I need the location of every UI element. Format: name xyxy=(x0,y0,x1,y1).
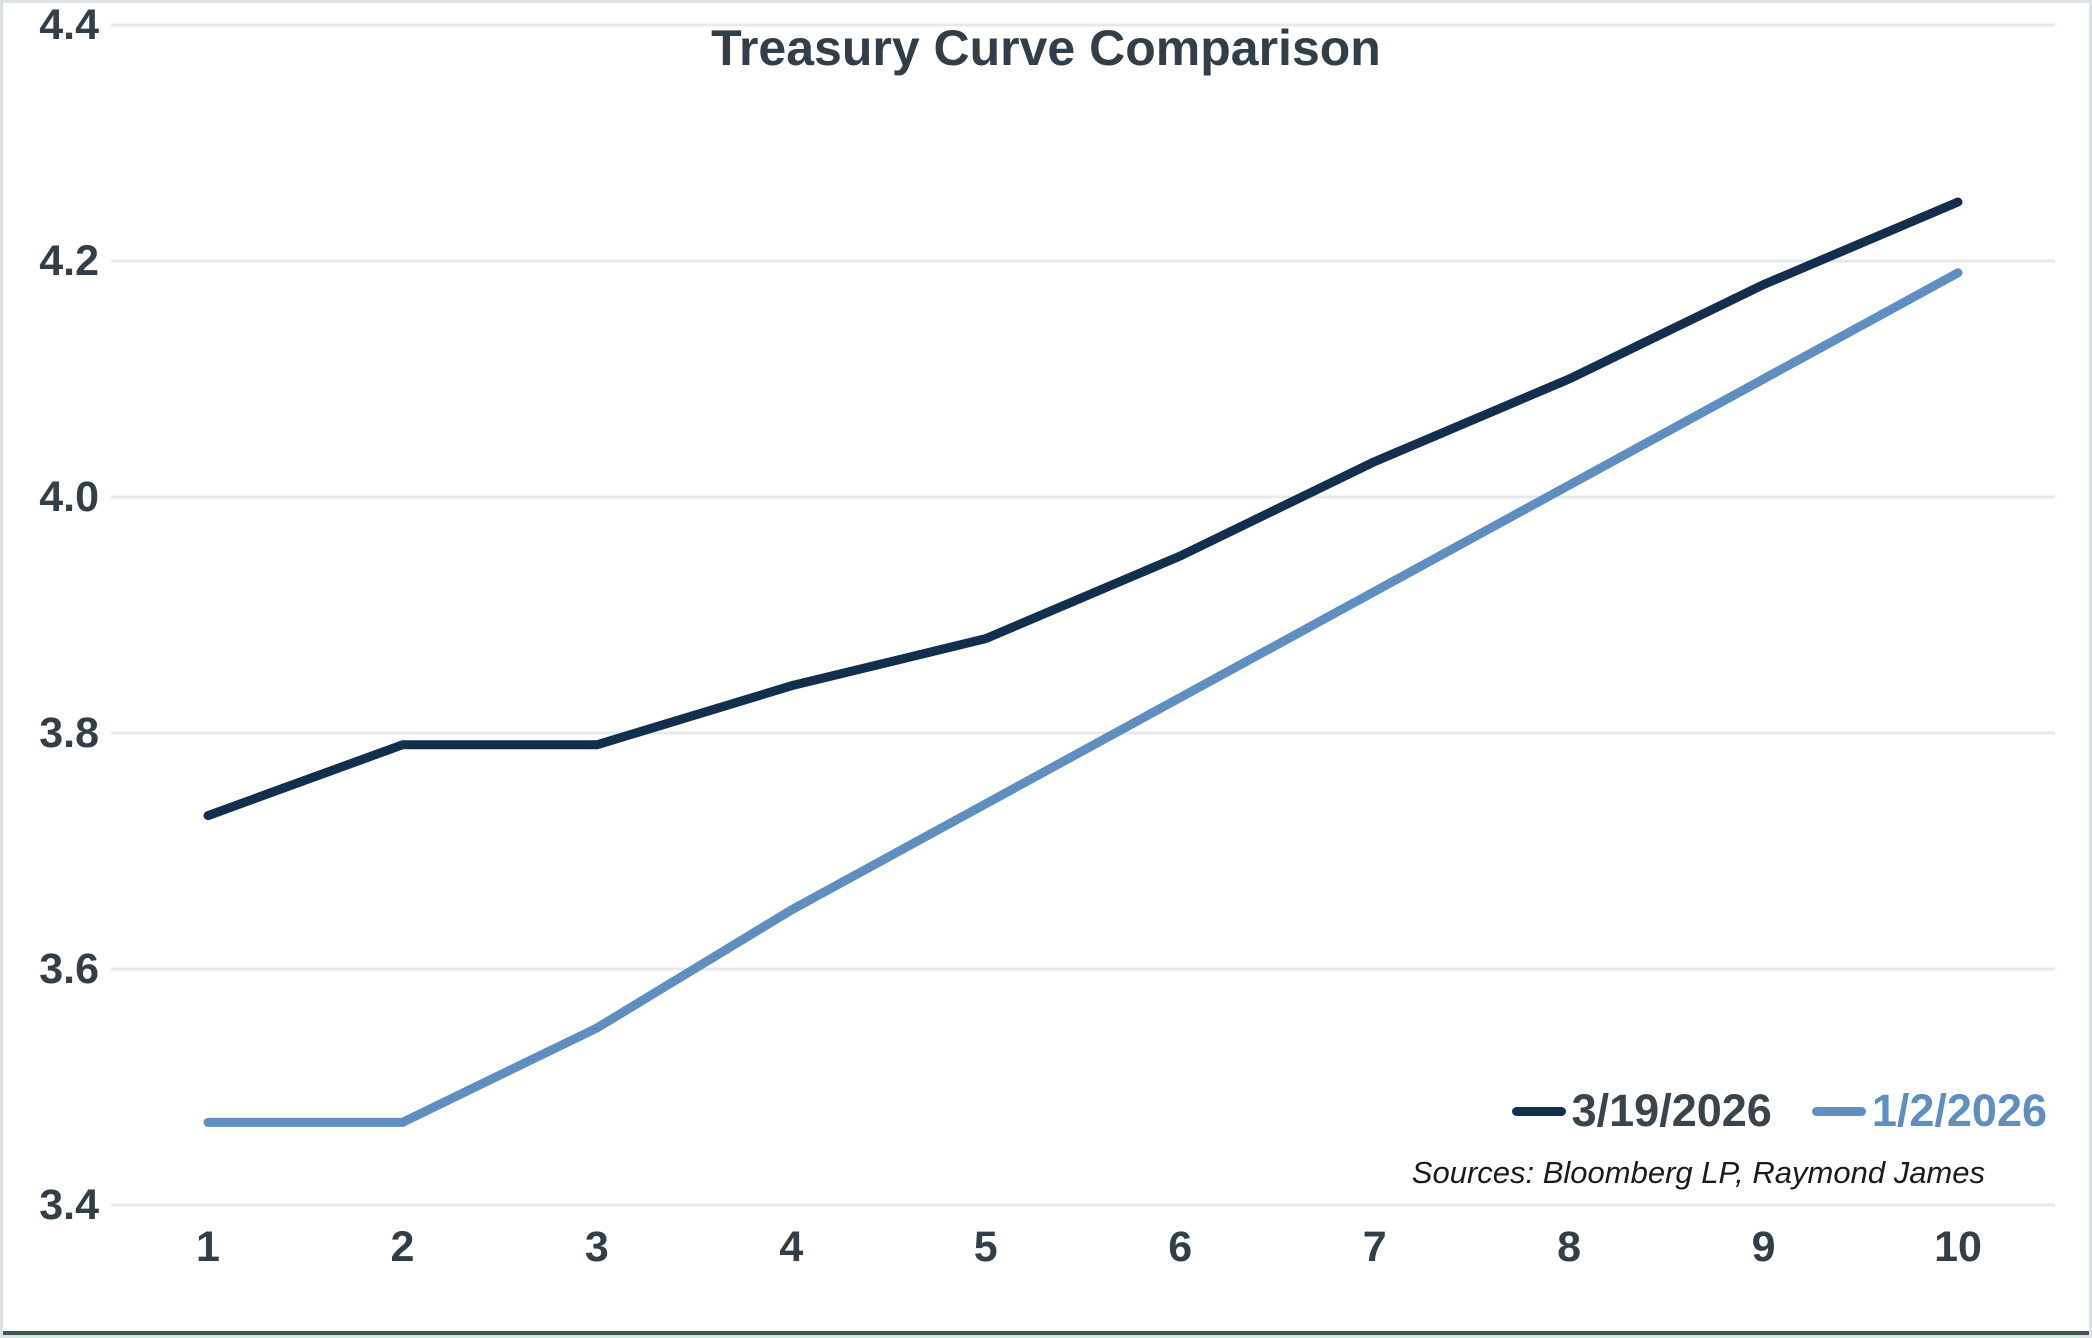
legend-item-1-2-2026: 1/2/2026 xyxy=(1811,1085,2047,1137)
x-axis-tick-label: 4 xyxy=(779,1223,804,1271)
y-axis-tick-label: 4.4 xyxy=(39,1,99,49)
x-axis-tick-label: 6 xyxy=(1168,1223,1193,1271)
legend-line-swatch xyxy=(1511,1106,1566,1116)
legend-line-swatch xyxy=(1811,1106,1866,1116)
y-axis-tick-label: 3.6 xyxy=(39,945,99,993)
x-axis-tick-label: 5 xyxy=(973,1223,998,1271)
legend-label: 1/2/2026 xyxy=(1871,1085,2047,1136)
x-axis-tick-label: 2 xyxy=(390,1223,415,1271)
source-note: Sources: Bloomberg LP, Raymond James xyxy=(1411,1155,1985,1190)
x-axis-tick-label: 1 xyxy=(196,1223,220,1271)
y-axis-tick-label: 3.4 xyxy=(39,1181,99,1229)
x-axis-tick-label: 10 xyxy=(1934,1223,1982,1271)
series-line-3-19-2026 xyxy=(203,197,1963,821)
x-axis-tick-label: 7 xyxy=(1362,1223,1387,1271)
y-axis-tick-label: 4.2 xyxy=(39,237,99,285)
x-axis-tick-label: 8 xyxy=(1557,1223,1582,1271)
x-axis-tick-label: 9 xyxy=(1751,1223,1776,1271)
y-axis-tick-label: 3.8 xyxy=(39,709,99,757)
bottom-divider-bar xyxy=(3,1331,2089,1335)
y-axis-tick-label: 4.0 xyxy=(39,473,99,521)
series-line-1-2-2026 xyxy=(203,268,1963,1127)
legend-label: 3/19/2026 xyxy=(1571,1085,1772,1136)
line-chart-plot-area xyxy=(111,23,2055,1207)
chart-title: Treasury Curve Comparison xyxy=(711,20,1381,76)
chart-legend: 3/19/2026 1/2/2026 xyxy=(1511,1085,2047,1137)
legend-item-3-19-2026: 3/19/2026 xyxy=(1511,1085,1772,1137)
x-axis-tick-label: 3 xyxy=(584,1223,609,1271)
